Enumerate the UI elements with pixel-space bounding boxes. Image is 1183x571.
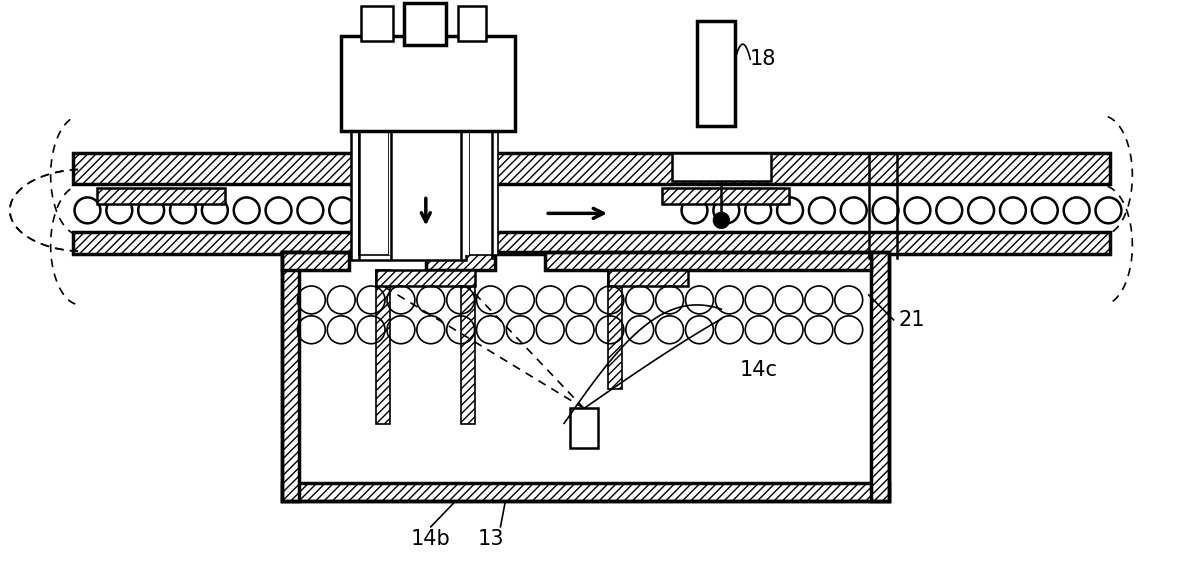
Bar — [698, 21, 736, 126]
Bar — [361, 6, 393, 41]
Bar — [871, 252, 888, 501]
Bar — [458, 6, 485, 41]
Bar — [661, 188, 789, 204]
Text: 21: 21 — [899, 310, 925, 330]
Circle shape — [713, 212, 730, 228]
Bar — [72, 232, 1111, 254]
Text: 13: 13 — [477, 529, 504, 549]
Bar — [460, 270, 474, 424]
Bar — [545, 252, 871, 270]
Bar — [389, 51, 468, 255]
Bar — [360, 51, 389, 255]
Bar — [97, 188, 225, 204]
Bar — [282, 483, 888, 501]
Bar — [608, 270, 687, 286]
Bar — [570, 408, 597, 448]
Bar — [376, 270, 390, 424]
Bar — [608, 270, 622, 389]
Bar — [468, 51, 498, 255]
Bar — [392, 47, 460, 256]
Bar — [282, 252, 299, 501]
Bar — [426, 252, 496, 270]
Bar — [72, 152, 1111, 184]
Bar — [341, 36, 516, 131]
Text: 18: 18 — [749, 49, 776, 69]
Bar — [282, 252, 349, 270]
Bar — [403, 3, 446, 45]
Bar — [351, 46, 466, 260]
Text: 14c: 14c — [739, 360, 777, 380]
Bar — [376, 270, 474, 286]
Bar — [672, 152, 771, 180]
Text: 14b: 14b — [411, 529, 451, 549]
Bar — [282, 252, 888, 501]
